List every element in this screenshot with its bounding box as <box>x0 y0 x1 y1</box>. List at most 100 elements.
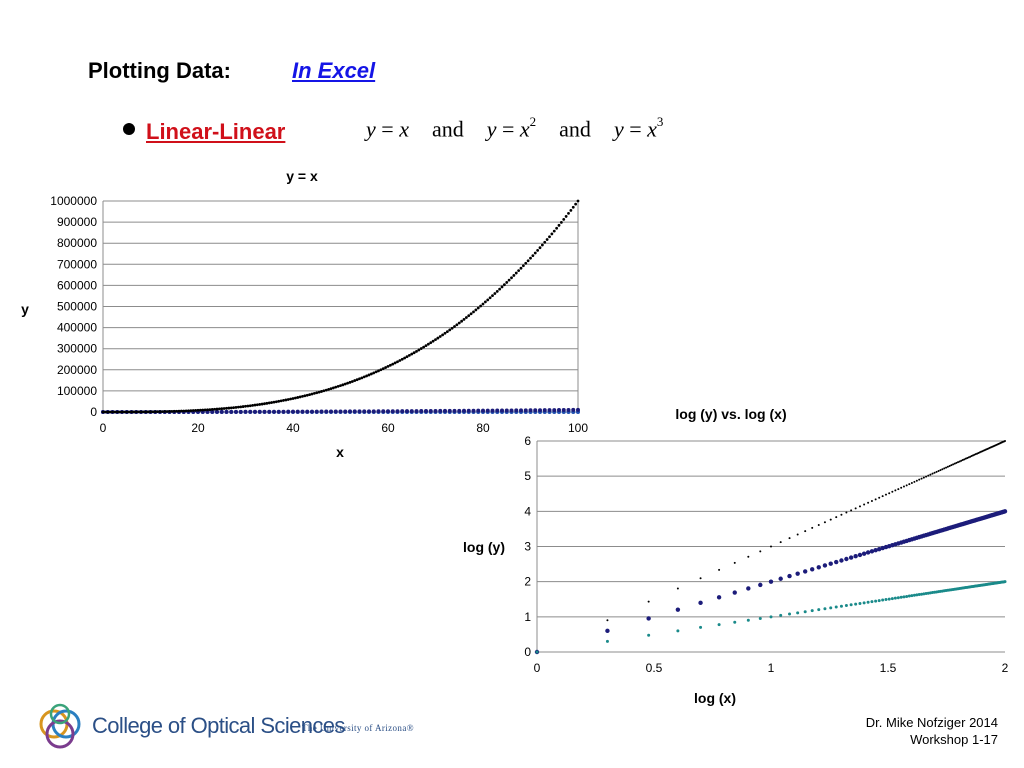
point-y-eq-x-cubed <box>403 356 407 360</box>
point-y-eq-x-cubed <box>312 392 316 395</box>
point-y-eq-x-cubed <box>495 289 499 293</box>
point-log-square <box>853 554 858 559</box>
point-y-eq-x-cubed <box>334 385 338 389</box>
point-y-eq-x-cubed <box>469 312 473 316</box>
point-log-linear <box>884 598 888 602</box>
point-y-eq-x-cubed <box>369 372 373 376</box>
point-y-eq-x-cubed <box>236 405 240 409</box>
point-y-eq-x-cubed <box>348 380 352 384</box>
point-y-eq-x-cubed <box>125 410 129 414</box>
point-y-eq-x-squared <box>257 409 262 414</box>
heading-link[interactable]: In Excel <box>292 58 376 83</box>
point-y-eq-x-cubed <box>526 259 530 263</box>
point-y-eq-x-squared <box>295 409 300 414</box>
point-y-eq-x-squared <box>205 409 210 414</box>
point-log-square <box>844 556 849 562</box>
x-tick-label: 60 <box>381 421 395 435</box>
point-log-linear <box>922 592 926 596</box>
point-log-linear <box>917 593 921 597</box>
point-y-eq-x-squared <box>234 409 238 414</box>
point-log-square <box>1002 509 1008 514</box>
point-log-square <box>834 559 839 565</box>
point-log-cube <box>908 483 911 486</box>
footer: Dr. Mike Nofziger 2014 Workshop 1-17 <box>866 714 998 748</box>
y-tick-label: 500000 <box>57 300 97 314</box>
point-y-eq-x-cubed <box>564 215 568 218</box>
point-y-eq-x-squared <box>566 407 571 412</box>
point-y-eq-x-cubed <box>220 407 224 411</box>
point-log-cube <box>946 465 949 468</box>
point-y-eq-x-cubed <box>122 410 126 414</box>
point-y-eq-x-cubed <box>189 409 193 413</box>
point-log-linear <box>717 623 721 627</box>
point-y-eq-x-cubed <box>301 394 304 398</box>
point-log-cube <box>925 475 928 478</box>
linear-chart: 0 100000 200000 300000 400000 500000 600000 700… <box>21 168 588 460</box>
point-y-eq-x-cubed <box>417 348 421 352</box>
point-y-eq-x-squared <box>561 408 566 413</box>
point-y-eq-x-squared <box>314 409 319 414</box>
point-y-eq-x-squared <box>466 408 471 413</box>
point-y-eq-x-squared <box>281 409 286 414</box>
point-log-square <box>810 567 815 572</box>
point-log-cube <box>747 555 750 558</box>
point-y-eq-x-cubed <box>464 316 468 319</box>
point-y-eq-x-cubed <box>360 376 364 380</box>
point-log-cube <box>939 469 942 472</box>
point-y-eq-x-cubed <box>324 388 328 392</box>
y-tick-label: 600000 <box>57 278 97 292</box>
point-y-eq-x-squared <box>272 409 276 414</box>
point-log-cube <box>931 472 934 475</box>
y-tick-label: 400000 <box>57 321 97 335</box>
bullet-linear-linear[interactable]: Linear-Linear <box>146 119 286 144</box>
point-y-eq-x-cubed <box>543 240 547 244</box>
x-axis-title: x <box>336 444 344 460</box>
point-y-eq-x-cubed <box>137 410 141 414</box>
point-y-eq-x-cubed <box>457 321 461 325</box>
point-log-cube <box>606 619 609 622</box>
point-y-eq-x-squared <box>248 409 253 414</box>
point-y-eq-x-cubed <box>246 404 250 408</box>
point-y-eq-x-squared <box>329 409 333 414</box>
point-y-eq-x-squared <box>443 408 447 413</box>
point-y-eq-x-squared <box>357 409 362 414</box>
point-log-square <box>778 576 783 581</box>
x-axis-title: log (x) <box>694 690 736 706</box>
point-log-linear <box>817 608 821 612</box>
point-y-eq-x-cubed <box>505 281 509 284</box>
point-y-eq-x-cubed <box>500 285 504 289</box>
point-log-cube <box>957 461 960 464</box>
point-y-eq-x-squared <box>571 407 576 412</box>
point-y-eq-x-cubed <box>263 402 266 406</box>
point-y-eq-x-cubed <box>327 387 331 391</box>
point-log-linear <box>910 594 914 598</box>
point-y-eq-x-squared <box>243 409 248 414</box>
point-log-cube <box>941 468 944 471</box>
point-log-cube <box>952 463 955 466</box>
point-log-linear <box>803 610 807 614</box>
point-y-eq-x-cubed <box>106 410 110 414</box>
point-y-eq-x-cubed <box>234 405 238 409</box>
point-log-cube <box>840 513 843 516</box>
point-y-eq-x-cubed <box>101 410 105 414</box>
point-y-eq-x-cubed <box>350 380 354 383</box>
point-y-eq-x-cubed <box>341 383 345 387</box>
point-y-eq-x-squared <box>400 409 405 414</box>
point-log-cube <box>963 458 966 461</box>
point-y-eq-x-cubed <box>289 397 293 401</box>
point-y-eq-x-cubed <box>265 401 269 405</box>
point-y-eq-x-cubed <box>168 410 171 413</box>
point-y-eq-x-squared <box>447 408 452 413</box>
point-y-eq-x-cubed <box>149 410 152 414</box>
point-y-eq-x-cubed <box>434 338 437 342</box>
point-y-eq-x-cubed <box>206 408 209 412</box>
y-tick-label: 700000 <box>57 257 97 271</box>
point-y-eq-x-cubed <box>196 408 200 412</box>
point-y-eq-x-squared <box>215 409 219 414</box>
point-log-cube <box>874 498 877 501</box>
point-y-eq-x-cubed <box>146 410 150 414</box>
point-y-eq-x-cubed <box>405 355 409 359</box>
y-tick-label: 4 <box>524 504 531 518</box>
point-y-eq-x-cubed <box>502 283 506 287</box>
point-y-eq-x-cubed <box>486 298 490 302</box>
